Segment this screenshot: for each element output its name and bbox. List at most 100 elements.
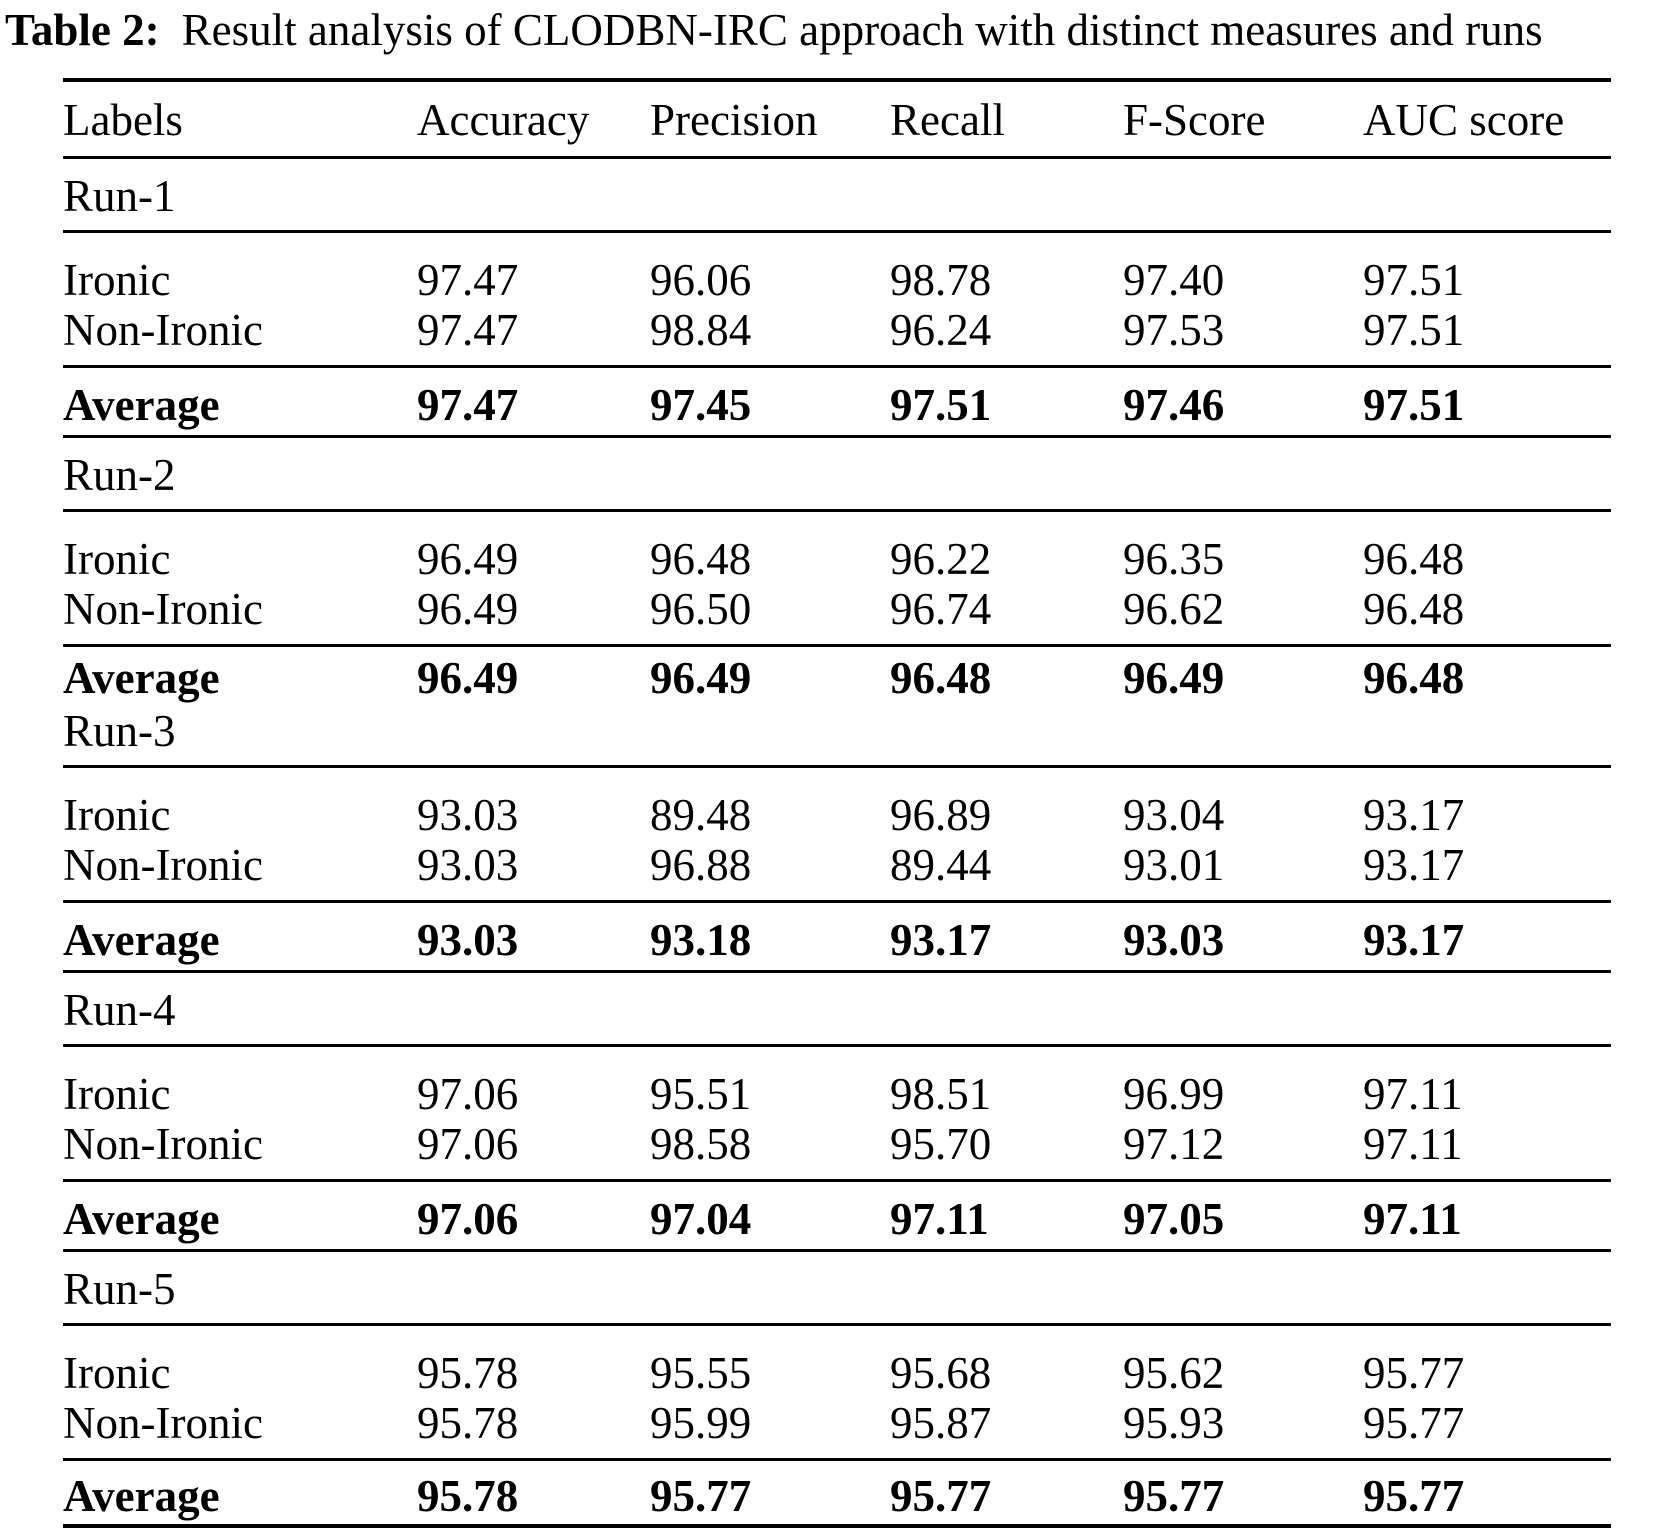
metric-value: 97.04 <box>650 1194 752 1244</box>
metric-value: 97.51 <box>1363 305 1465 355</box>
table-row: Ironic 95.78 95.55 95.68 95.62 95.77 <box>63 1326 1611 1398</box>
metric-value: 95.77 <box>1363 1348 1465 1398</box>
metric-value: 96.49 <box>1123 653 1225 703</box>
empty-cell <box>1123 985 1363 1035</box>
table-rule <box>63 365 1611 368</box>
empty-cell <box>1123 1264 1363 1314</box>
run-section-row: Run-3 <box>63 703 1611 765</box>
metric-value: 97.51 <box>890 380 992 430</box>
table-bottom-rule <box>63 1524 1611 1528</box>
metric-value: 97.11 <box>1363 1119 1463 1169</box>
metric-value: 95.55 <box>650 1348 752 1398</box>
metric-value: 95.77 <box>650 1471 752 1521</box>
run-section-label: Run-4 <box>63 985 176 1035</box>
average-row: Average 97.06 97.04 97.11 97.05 97.11 <box>63 1182 1611 1249</box>
row-label: Ironic <box>63 790 171 840</box>
metric-value: 93.03 <box>417 915 519 965</box>
table-rule <box>63 1323 1611 1326</box>
average-row: Average 93.03 93.18 93.17 93.03 93.17 <box>63 903 1611 970</box>
metric-value: 95.87 <box>890 1398 992 1448</box>
empty-cell <box>650 985 890 1035</box>
metric-value: 93.03 <box>417 840 519 890</box>
metric-value: 97.47 <box>417 255 519 305</box>
column-header: Precision <box>650 95 818 145</box>
table-top-rule <box>63 78 1611 82</box>
row-label: Non-Ironic <box>63 1398 263 1448</box>
empty-cell <box>1123 450 1363 500</box>
run-section-label: Run-2 <box>63 450 176 500</box>
empty-cell <box>650 450 890 500</box>
metric-value: 97.51 <box>1363 380 1465 430</box>
row-label: Average <box>63 1194 220 1244</box>
table-rule <box>63 900 1611 903</box>
metric-value: 96.62 <box>1123 584 1225 634</box>
table-rule <box>63 435 1611 438</box>
metric-value: 97.11 <box>890 1194 989 1244</box>
metric-value: 95.70 <box>890 1119 992 1169</box>
metric-value: 89.48 <box>650 790 752 840</box>
table-rule <box>63 765 1611 768</box>
empty-cell <box>890 171 1123 221</box>
table-rule <box>63 156 1611 159</box>
metric-value: 97.46 <box>1123 380 1225 430</box>
metric-value: 97.05 <box>1123 1194 1225 1244</box>
empty-cell <box>417 171 650 221</box>
empty-cell <box>417 706 650 756</box>
row-label: Average <box>63 380 220 430</box>
metric-value: 96.49 <box>417 584 519 634</box>
metric-value: 96.22 <box>890 534 992 584</box>
metric-value: 96.49 <box>650 653 752 703</box>
run-section-label: Run-3 <box>63 706 176 756</box>
run-section-row: Run-1 <box>63 159 1611 230</box>
metric-value: 96.49 <box>417 653 519 703</box>
column-header: Accuracy <box>417 95 590 145</box>
metric-value: 95.99 <box>650 1398 752 1448</box>
metric-value: 97.06 <box>417 1119 519 1169</box>
metric-value: 97.53 <box>1123 305 1225 355</box>
metric-value: 93.03 <box>1123 915 1225 965</box>
metric-value: 93.17 <box>1363 915 1465 965</box>
average-row: Average 96.49 96.49 96.48 96.49 96.48 <box>63 647 1611 703</box>
column-header: F-Score <box>1123 95 1266 145</box>
table-row: Non-Ironic 97.47 98.84 96.24 97.53 97.51 <box>63 305 1611 365</box>
empty-cell <box>650 171 890 221</box>
row-label: Ironic <box>63 1348 171 1398</box>
row-label: Non-Ironic <box>63 584 263 634</box>
run-section-row: Run-5 <box>63 1252 1611 1323</box>
table-rule <box>63 1458 1611 1461</box>
table-rule <box>63 1044 1611 1047</box>
metric-value: 97.47 <box>417 305 519 355</box>
metric-value: 96.24 <box>890 305 992 355</box>
empty-cell <box>417 985 650 1035</box>
empty-cell <box>1363 985 1611 1035</box>
run-section-row: Run-2 <box>63 438 1611 509</box>
metric-value: 95.77 <box>1123 1471 1225 1521</box>
metric-value: 97.51 <box>1363 255 1465 305</box>
metric-value: 95.78 <box>417 1398 519 1448</box>
row-label: Average <box>63 915 220 965</box>
table-rule <box>63 644 1611 647</box>
table-row: Ironic 96.49 96.48 96.22 96.35 96.48 <box>63 512 1611 584</box>
table-row: Non-Ironic 93.03 96.88 89.44 93.01 93.17 <box>63 840 1611 900</box>
row-label: Non-Ironic <box>63 1119 263 1169</box>
metric-value: 98.84 <box>650 305 752 355</box>
metric-value: 98.78 <box>890 255 992 305</box>
metric-value: 89.44 <box>890 840 992 890</box>
metric-value: 95.77 <box>890 1471 992 1521</box>
empty-cell <box>650 1264 890 1314</box>
metric-value: 96.48 <box>650 534 752 584</box>
table-rule <box>63 1249 1611 1252</box>
table-rule <box>63 970 1611 973</box>
column-header: AUC score <box>1363 95 1565 145</box>
table-rule <box>63 1179 1611 1182</box>
column-header: Recall <box>890 95 1005 145</box>
empty-cell <box>890 985 1123 1035</box>
table-row: Ironic 97.06 95.51 98.51 96.99 97.11 <box>63 1047 1611 1119</box>
metric-value: 93.18 <box>650 915 752 965</box>
metric-value: 95.93 <box>1123 1398 1225 1448</box>
empty-cell <box>1123 171 1363 221</box>
metric-value: 96.74 <box>890 584 992 634</box>
row-label: Average <box>63 1471 220 1521</box>
row-label: Ironic <box>63 1069 171 1119</box>
